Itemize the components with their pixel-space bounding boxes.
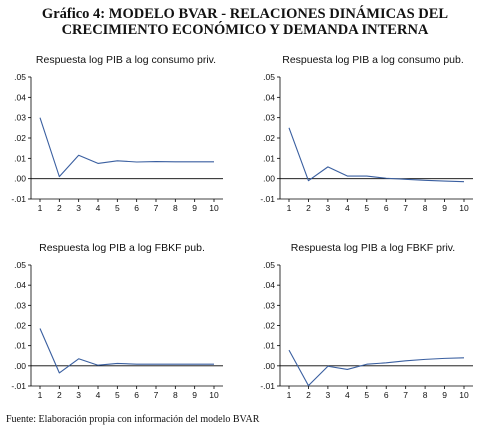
x-tick-label: 8 [173,390,178,400]
x-tick-label: 5 [115,390,120,400]
chart-panel-2: Respuesta log PIB a log consumo pub. .05.… [260,54,473,213]
x-tick-label: 6 [134,203,139,213]
panel-title: Respuesta log PIB a log consumo pub. [282,54,464,66]
chart-panel-4: Respuesta log PIB a log FBKF priv. .05 .04… [260,242,473,400]
y-tick-label: .05 [263,72,275,82]
x-tick-label: 7 [403,203,408,213]
x-tick-label: 4 [96,390,101,400]
y-tick-label: .04 [263,280,275,290]
y-tick-label: .00 [263,174,275,184]
figure-title: Gráfico 4: MODELO BVAR - RELACIONES DINÁ… [0,6,490,38]
y-tick-label: .01 [263,153,275,163]
x-tick-label: 6 [384,390,389,400]
y-tick-label: .03 [14,300,26,310]
y-tick-label: .04 [14,280,26,290]
x-tick-label: 2 [306,390,311,400]
panel-title: Respuesta log PIB a log FBKF pub. [39,242,205,254]
x-tick-label: 3 [76,390,81,400]
y-tick-label: .00 [14,361,26,371]
y-tick-label: .02 [14,133,26,143]
panel-title: Respuesta log PIB a log consumo priv. [36,54,216,66]
response-line [39,117,214,178]
source-note: Fuente: Elaboración propia con informaci… [6,414,260,425]
x-tick-label: 6 [134,390,139,400]
x-tick-label: 4 [345,203,350,213]
y-tick-label: .04 [263,92,275,102]
x-tick-label: 9 [192,390,197,400]
y-tick-label: .00 [263,361,275,371]
y-tick-label: .02 [14,321,26,331]
x-tick-label: 6 [384,203,389,213]
x-tick-label: 5 [364,390,369,400]
figure-title-line-2: CRECIMIENTO ECONÓMICO Y DEMANDA INTERNA [61,22,429,38]
y-tick-label: -.01 [11,381,26,391]
x-tick-label: 1 [287,203,292,213]
y-tick-label: .05 [14,72,26,82]
x-tick-label: 2 [306,203,311,213]
x-tick-label: 3 [326,390,331,400]
y-tick-label: -.01 [11,194,26,204]
x-tick-label: 3 [326,203,331,213]
x-tick-label: 4 [345,390,350,400]
x-tick-label: 7 [154,390,159,400]
response-line [39,328,214,374]
figure-title-line-1: Gráfico 4: MODELO BVAR - RELACIONES DINÁ… [41,6,449,22]
y-tick-label: .02 [263,133,275,143]
x-tick-label: 2 [57,390,62,400]
y-tick-label: .00 [14,174,26,184]
y-tick-label: .03 [263,300,275,310]
x-tick-label: 10 [459,390,469,400]
y-tick-label: .03 [14,113,26,123]
x-tick-label: 8 [423,390,428,400]
x-tick-label: 10 [209,390,219,400]
x-tick-label: 5 [115,203,120,213]
x-tick-label: 9 [442,390,447,400]
x-tick-label: 7 [403,390,408,400]
x-tick-label: 9 [442,203,447,213]
x-tick-label: 10 [209,203,219,213]
x-tick-label: 4 [96,203,101,213]
x-tick-label: 8 [423,203,428,213]
chart-panel-3: Respuesta log PIB a log FBKF pub. .05 .04.… [11,242,223,400]
x-tick-label: 10 [459,203,469,213]
x-tick-label: 2 [57,203,62,213]
x-tick-label: 9 [192,203,197,213]
x-tick-label: 1 [38,390,43,400]
x-tick-label: 1 [287,390,292,400]
y-tick-label: .01 [14,153,26,163]
panel-title: Respuesta log PIB a log FBKF priv. [291,242,455,254]
response-line [288,127,465,183]
y-tick-label: .02 [263,321,275,331]
y-tick-label: .05 [14,260,26,270]
y-tick-label: -.01 [260,194,275,204]
x-tick-label: 7 [154,203,159,213]
x-tick-label: 5 [364,203,369,213]
y-tick-label: .04 [14,92,26,102]
response-line [288,349,465,387]
y-tick-label: .03 [263,113,275,123]
y-tick-label: -.01 [260,381,275,391]
y-tick-label: .01 [263,341,275,351]
y-tick-label: .05 [263,260,275,270]
chart-panel-1: Respuesta log PIB a log consumo priv. .05… [11,54,223,213]
x-tick-label: 1 [38,203,43,213]
x-tick-label: 3 [76,203,81,213]
y-tick-label: .01 [14,341,26,351]
x-tick-label: 8 [173,203,178,213]
